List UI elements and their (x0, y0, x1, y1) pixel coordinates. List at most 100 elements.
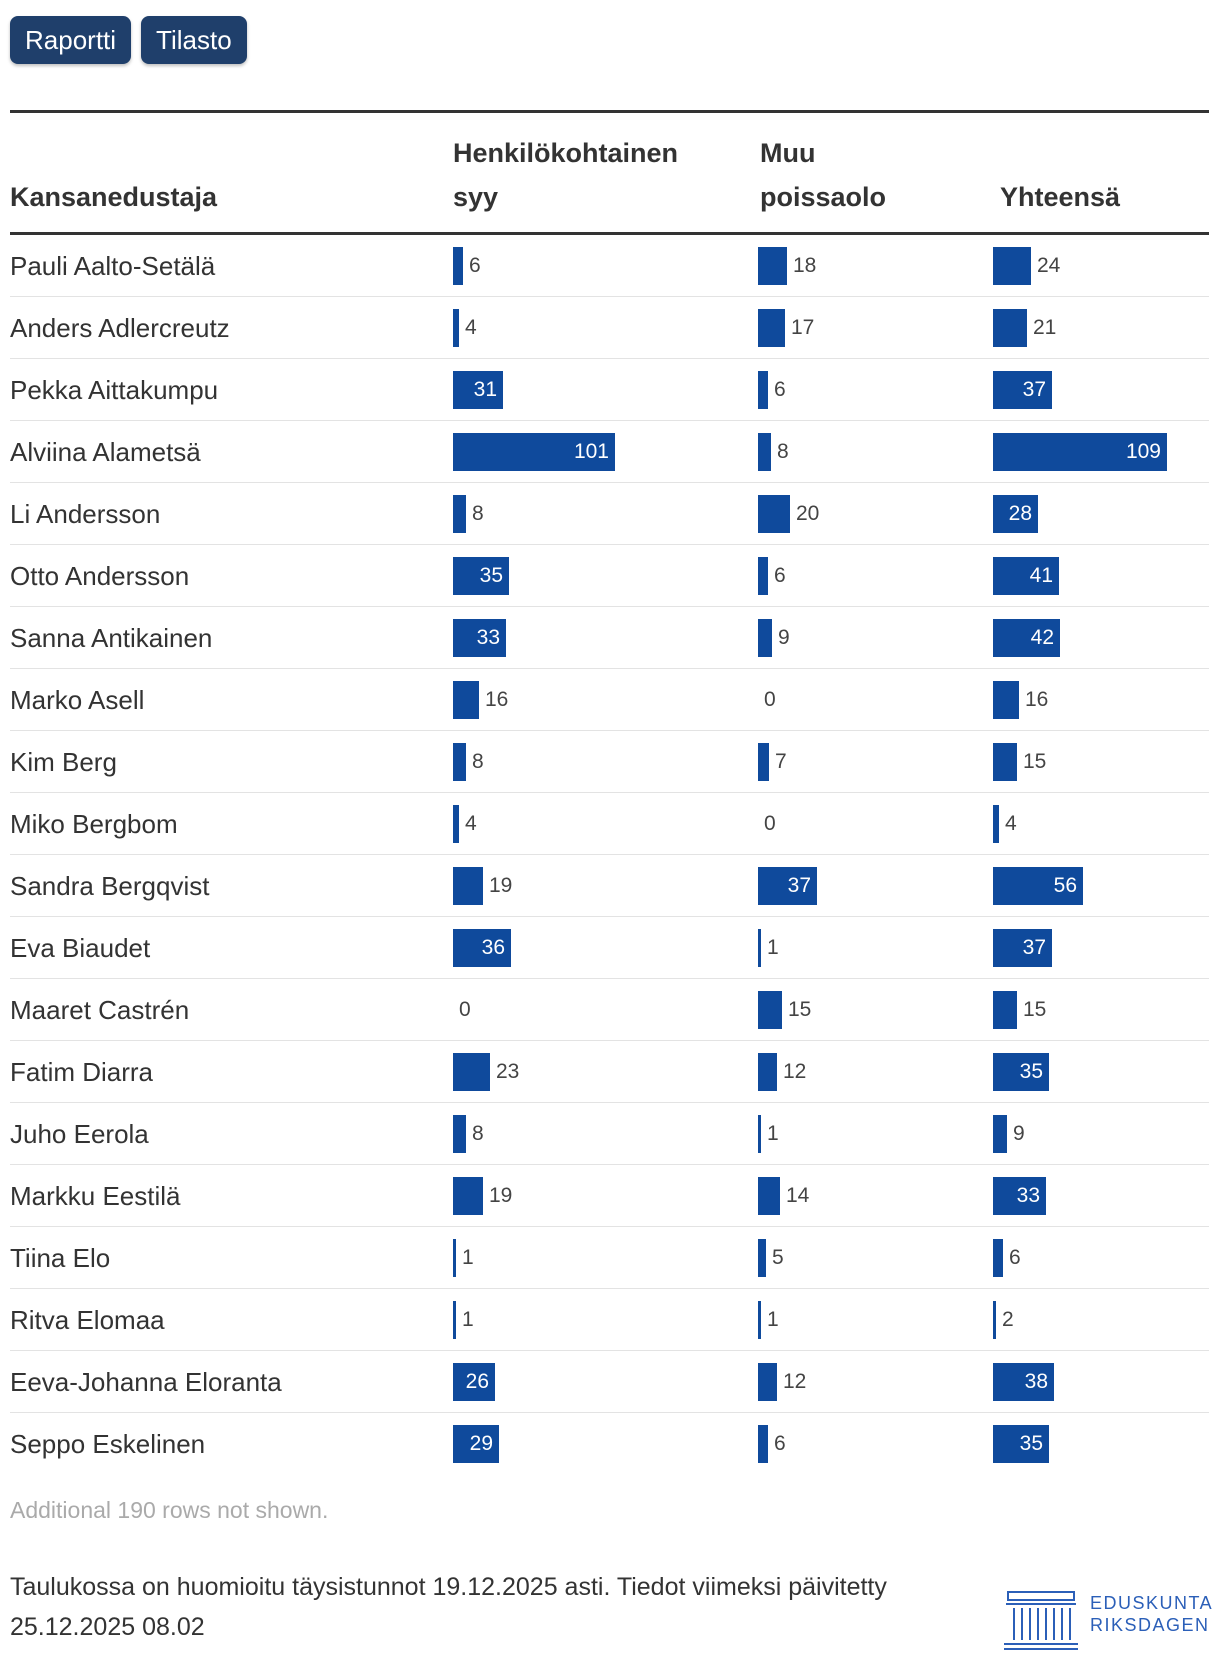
bar-muu (758, 1053, 777, 1091)
value-henkilokohtainen: 31 (473, 378, 497, 401)
bar-yhteensa (993, 557, 1059, 595)
bar-yhteensa (993, 309, 1027, 347)
table-body: Pauli Aalto-Setälä 6 18 24 Anders Adlercreut… (10, 235, 1209, 1475)
bar-yhteensa (993, 247, 1031, 285)
table-row: Eeva-Johanna Eloranta 26 12 38 (10, 1351, 1209, 1413)
table-row: Pekka Aittakumpu 31 6 37 (10, 359, 1209, 421)
member-name: Pauli Aalto-Setälä (10, 251, 216, 281)
value-yhteensa: 56 (1053, 874, 1077, 897)
value-henkilokohtainen: 33 (476, 626, 500, 649)
bar-yhteensa (993, 619, 1060, 657)
value-yhteensa: 41 (1029, 564, 1053, 587)
bar-henkilokohtainen (453, 1301, 456, 1339)
value-henkilokohtainen: 8 (472, 1122, 484, 1145)
bar-yhteensa (993, 805, 999, 843)
bar-yhteensa (993, 929, 1052, 967)
value-muu: 9 (778, 626, 790, 649)
member-name: Maaret Castrén (10, 995, 190, 1025)
value-henkilokohtainen: 8 (472, 750, 484, 773)
table-row: Alviina Alametsä 101 8 109 (10, 421, 1209, 483)
value-yhteensa: 24 (1037, 254, 1061, 277)
member-name: Kim Berg (10, 747, 117, 777)
member-name: Miko Bergbom (10, 809, 178, 839)
bar-henkilokohtainen (453, 247, 463, 285)
table-row: Tiina Elo 1 5 6 (10, 1227, 1209, 1289)
bar-yhteensa (993, 867, 1083, 905)
bar-yhteensa (993, 495, 1038, 533)
value-yhteensa: 37 (1022, 936, 1046, 959)
value-muu: 15 (788, 998, 812, 1021)
column-header-muu: Muu poissaolo (760, 138, 887, 212)
bar-henkilokohtainen (453, 1053, 490, 1091)
column-header-henkilokohtainen: Henkilökohtainen syy (453, 138, 679, 212)
value-yhteensa: 4 (1005, 812, 1017, 835)
value-yhteensa: 9 (1013, 1122, 1025, 1145)
value-henkilokohtainen: 6 (469, 254, 481, 277)
bar-muu (758, 867, 817, 905)
value-yhteensa: 42 (1030, 626, 1054, 649)
logo-line-1: EDUSKUNTA (1090, 1593, 1214, 1613)
table-row: Otto Andersson 35 6 41 (10, 545, 1209, 607)
value-muu: 5 (772, 1246, 784, 1269)
bar-henkilokohtainen (453, 1239, 456, 1277)
member-name: Pekka Aittakumpu (10, 375, 219, 405)
bar-muu (758, 371, 768, 409)
member-name: Li Andersson (10, 499, 161, 529)
bar-henkilokohtainen (453, 1363, 495, 1401)
bar-henkilokohtainen (453, 619, 506, 657)
bar-muu (758, 991, 782, 1029)
bar-henkilokohtainen (453, 1115, 466, 1153)
table-row: Eva Biaudet 36 1 37 (10, 917, 1209, 979)
table-row: Kim Berg 8 7 15 (10, 731, 1209, 793)
value-yhteensa: 15 (1023, 998, 1047, 1021)
bar-yhteensa (993, 371, 1052, 409)
bar-henkilokohtainen (453, 1425, 499, 1463)
value-henkilokohtainen: 19 (489, 874, 513, 897)
table-top-rule (10, 110, 1209, 113)
member-name: Eva Biaudet (10, 933, 151, 963)
member-name: Seppo Eskelinen (10, 1429, 206, 1459)
value-yhteensa: 21 (1033, 316, 1057, 339)
raportti-button[interactable]: Raportti (10, 16, 132, 64)
bar-henkilokohtainen (453, 371, 503, 409)
value-yhteensa: 2 (1002, 1308, 1014, 1331)
bar-muu (758, 743, 769, 781)
bar-muu (758, 1177, 780, 1215)
bar-yhteensa (993, 743, 1017, 781)
bar-yhteensa (993, 1239, 1003, 1277)
table-row: Markku Eestilä 19 14 33 (10, 1165, 1209, 1227)
member-name: Alviina Alametsä (10, 437, 201, 467)
bar-muu (758, 929, 761, 967)
footer-text: Taulukossa on huomioitu täysistunnot 19.… (10, 1573, 887, 1641)
value-muu: 6 (774, 1432, 786, 1455)
value-muu: 6 (774, 378, 786, 401)
value-yhteensa: 28 (1008, 502, 1032, 525)
value-yhteensa: 37 (1022, 378, 1046, 401)
value-muu: 37 (787, 874, 811, 897)
value-henkilokohtainen: 1 (462, 1308, 474, 1331)
value-henkilokohtainen: 0 (459, 998, 471, 1021)
bar-muu (758, 495, 790, 533)
bar-henkilokohtainen (453, 867, 483, 905)
value-muu: 0 (764, 812, 776, 835)
bar-muu (758, 309, 785, 347)
value-yhteensa: 16 (1025, 688, 1049, 711)
value-henkilokohtainen: 23 (496, 1060, 520, 1083)
bar-muu (758, 1425, 768, 1463)
value-muu: 0 (764, 688, 776, 711)
value-yhteensa: 6 (1009, 1246, 1021, 1269)
bar-yhteensa (993, 681, 1019, 719)
bar-muu (758, 433, 771, 471)
value-henkilokohtainen: 29 (469, 1432, 493, 1455)
value-muu: 18 (793, 254, 817, 277)
table-row: Pauli Aalto-Setälä 6 18 24 (10, 235, 1209, 297)
bar-muu (758, 1239, 766, 1277)
parliament-building-icon (1004, 1591, 1078, 1650)
bar-muu (758, 619, 772, 657)
table-row: Miko Bergbom 4 0 4 (10, 793, 1209, 855)
value-henkilokohtainen: 36 (481, 936, 505, 959)
table-row: Sandra Bergqvist 19 37 56 (10, 855, 1209, 917)
value-henkilokohtainen: 4 (465, 812, 477, 835)
tilasto-button[interactable]: Tilasto (141, 16, 247, 64)
value-muu: 1 (767, 1122, 779, 1145)
